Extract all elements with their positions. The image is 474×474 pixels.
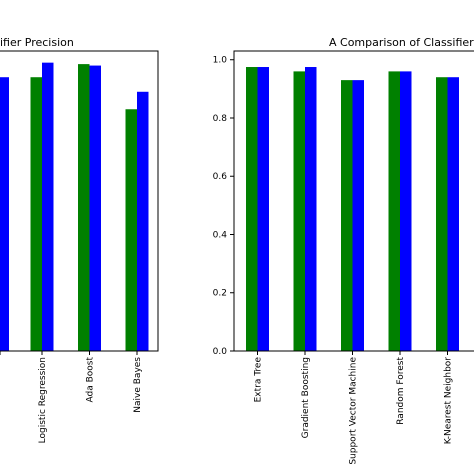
- bar-series-1: [246, 67, 258, 352]
- x-tick-label: K-Nearest Neighbor: [444, 357, 454, 445]
- y-tick-label: 0.8: [213, 114, 228, 124]
- x-tick-label: Support Vector Machine: [349, 357, 359, 465]
- bar-series-1: [293, 71, 305, 351]
- bar-series-2: [137, 91, 149, 351]
- y-tick-label: 0.6: [213, 172, 228, 182]
- bar-series-2: [400, 71, 412, 351]
- bar-series-1: [78, 64, 90, 351]
- bar-series-1: [388, 71, 400, 351]
- bar-series-2: [89, 65, 101, 351]
- x-tick-labels: Extra Tree Gradient Boosting Support Vecto…: [254, 351, 454, 465]
- x-tick-label: Naive Bayes: [133, 357, 143, 413]
- y-tick-label: 1.0: [213, 56, 228, 66]
- x-tick-label: Logistic Regression: [38, 357, 48, 443]
- y-tick-labels: 0.0 0.2 0.4 0.6 0.8 1.0: [213, 56, 234, 357]
- bar-series-1: [125, 109, 137, 351]
- x-tick-label: Ada Boost: [86, 357, 96, 403]
- x-tick-label: Extra Tree: [254, 357, 264, 403]
- bar-series-2: [257, 67, 269, 352]
- plot-frame: [233, 50, 474, 352]
- bar-series-1: [341, 80, 353, 351]
- bar-series-2: [447, 77, 459, 351]
- comparison-chart: A Comparison of Classifier 0.00.20.40.60…: [213, 36, 474, 465]
- bar-series-2: [305, 67, 317, 352]
- bar-series-1: [436, 77, 448, 351]
- y-tick-label: 0.0: [213, 347, 228, 357]
- bar-series-2: [42, 62, 54, 352]
- bar-series-2: [0, 77, 9, 351]
- bar-group: [246, 67, 459, 352]
- x-tick-labels: Logistic Regression Ada Boost Naive Bayes: [0, 351, 143, 443]
- x-tick-label: Random Forest: [396, 357, 406, 425]
- bar-series-2: [352, 80, 364, 351]
- y-tick-label: 0.4: [213, 230, 228, 240]
- bar-series-1: [30, 77, 42, 351]
- chart-title: ifier Precision: [0, 36, 74, 49]
- x-tick-label: Gradient Boosting: [301, 357, 311, 438]
- bar-group: [0, 62, 149, 352]
- y-tick-label: 0.2: [213, 289, 227, 299]
- plot-frame: [0, 50, 159, 352]
- chart-title: A Comparison of Classifier: [329, 36, 474, 49]
- precision-chart: ifier Precision Logistic Regression Ada B…: [0, 36, 159, 443]
